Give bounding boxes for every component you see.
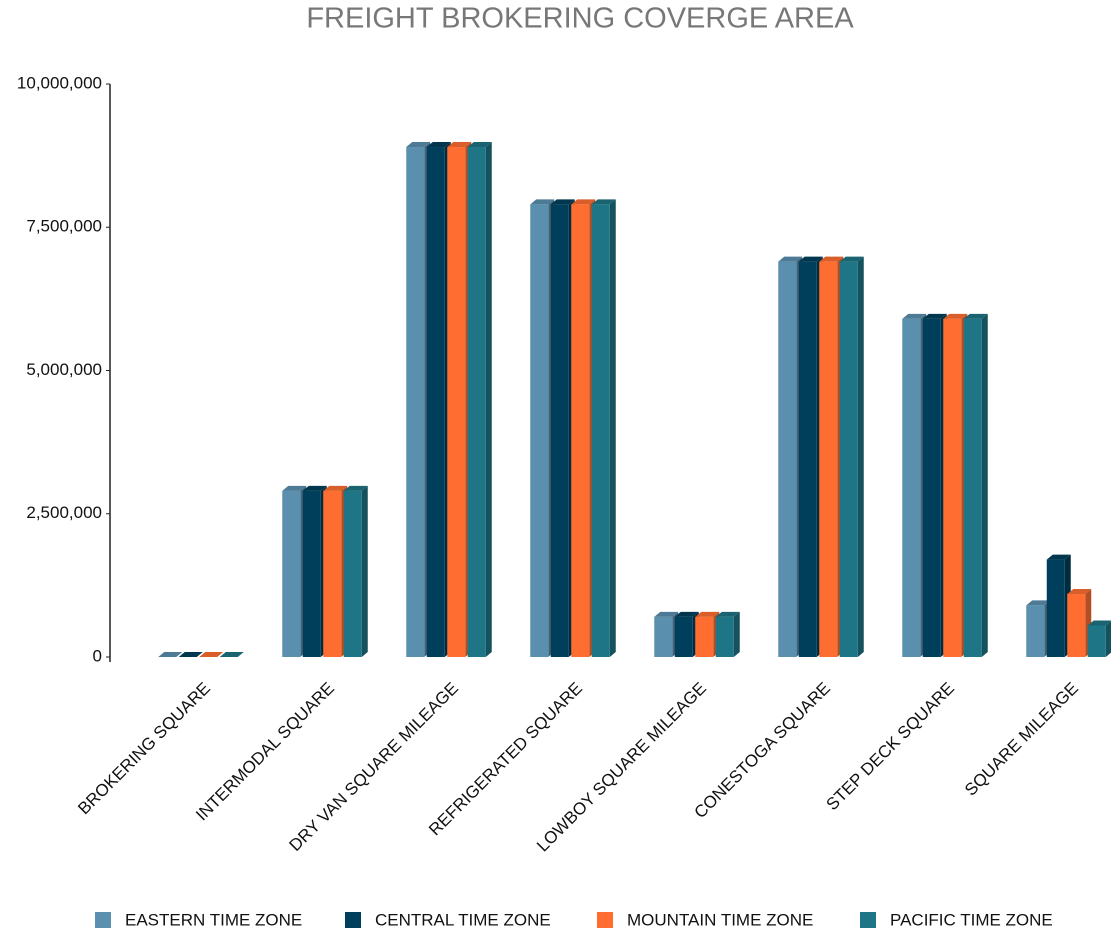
bar [715,616,734,657]
bar-top [158,652,183,657]
y-tick-label: 7,500,000 [26,217,102,236]
bar-top [178,652,203,657]
bar-top [674,611,699,617]
y-tick-label: 10,000,000 [17,73,102,92]
bar-top [695,611,720,617]
bar-top [943,313,968,319]
bar [591,204,610,657]
bar [323,490,342,657]
bar [922,318,941,657]
bar-top [778,256,803,262]
bar [819,261,838,657]
legend-swatch [345,912,361,928]
bar-side [733,611,740,657]
bar [343,490,362,657]
bar-top [1067,588,1092,594]
bar [1087,625,1106,657]
x-tick-label: INTERMODAL SQUARE [192,679,338,825]
bar [778,261,797,657]
bar-side [857,256,864,657]
bar-top [798,256,823,262]
bar-top [467,142,492,148]
bar-side [1105,621,1111,657]
bar-side [609,199,616,657]
bar [674,616,693,657]
bar [571,204,590,657]
bar-top [426,142,451,148]
x-tick-label: SQUARE MILEAGE [961,679,1082,800]
x-tick-label: BROKERING SQUARE [74,679,214,819]
chart-title: FREIGHT BROKERING COVERGE AREA [306,3,854,35]
legend-label: CENTRAL TIME ZONE [375,910,551,929]
bar-top [1046,554,1071,560]
bar-top [571,199,596,205]
bar [530,204,549,657]
bar-top [591,199,616,205]
x-tick-label: STEP DECK SQUARE [823,679,958,814]
bar [447,147,466,657]
bar-top [922,313,947,319]
bar [902,318,921,657]
legend-swatch [597,912,613,928]
bar [839,261,858,657]
bar-top [323,485,348,491]
bar-top [1026,600,1051,606]
bar-top [530,199,555,205]
bar-top [963,313,988,319]
bar [406,147,425,657]
bar [550,204,569,657]
bar-top [199,652,224,657]
bar [695,616,714,657]
bar [654,616,673,657]
bar-top [550,199,575,205]
bar [426,147,445,657]
bar-top [839,256,864,262]
bar [963,318,982,657]
bar-top [406,142,431,148]
y-tick-label: 5,000,000 [26,360,102,379]
legend-swatch [860,912,876,928]
bar-side [981,313,988,657]
legend-label: PACIFIC TIME ZONE [890,910,1053,929]
bar-top [282,485,307,491]
bar-top [715,611,740,617]
bar [1046,559,1065,657]
bar [282,490,301,657]
x-tick-label: CONESTOGA SQUARE [691,679,834,822]
legend-label: MOUNTAIN TIME ZONE [627,910,813,929]
bar-top [654,611,679,617]
bar-top [447,142,472,148]
bar-side [361,485,368,657]
bar [467,147,486,657]
bar-top [819,256,844,262]
bar [1026,605,1045,657]
bar [943,318,962,657]
y-tick-label: 0 [93,646,102,665]
bar [1067,593,1086,657]
bar-top [219,652,244,657]
bar-top [343,485,368,491]
legend-label: EASTERN TIME ZONE [125,910,302,929]
bar [302,490,321,657]
bar-top [1087,620,1111,626]
bar [798,261,817,657]
legend-swatch [95,912,111,928]
y-tick-label: 2,500,000 [26,503,102,522]
bar-top [902,313,927,319]
bar-top [302,485,327,491]
bar-side [485,142,492,657]
